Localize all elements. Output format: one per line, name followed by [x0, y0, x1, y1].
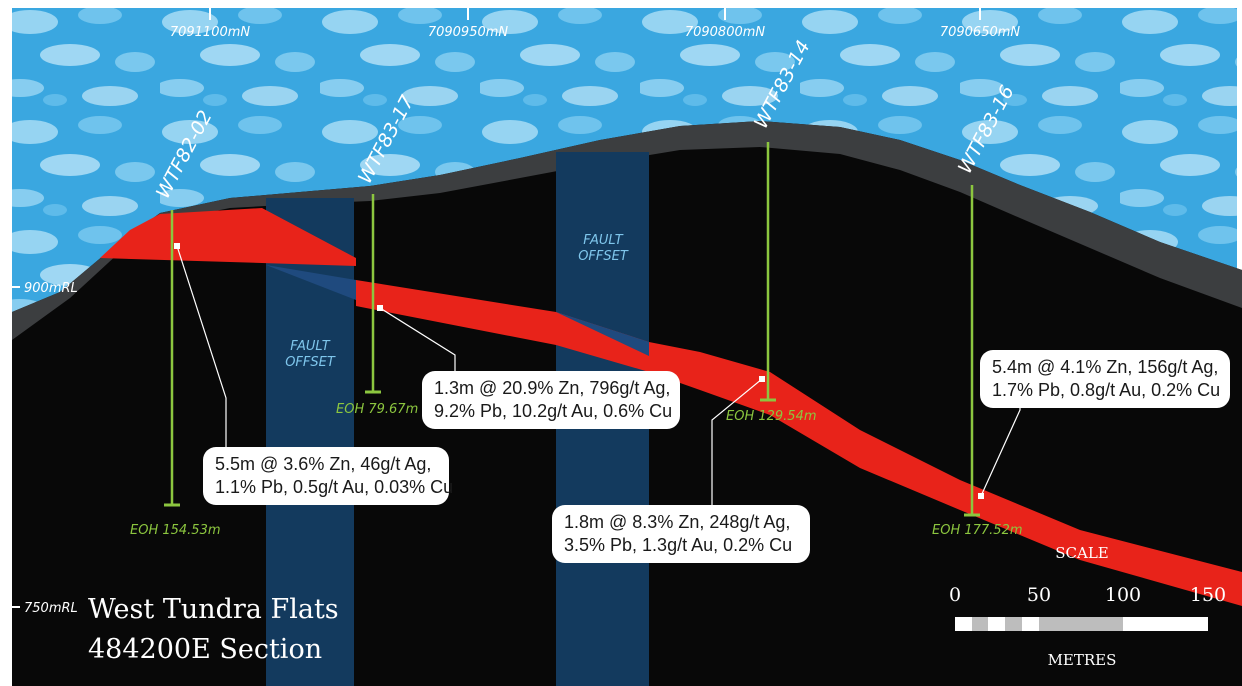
intercept-callout-3: 1.8m @ 8.3% Zn, 248g/t Ag, 3.5% Pb, 1.3g…	[552, 505, 810, 563]
northing-axis: 7091100mN 7090950mN 7090800mN 7090650mN	[170, 8, 1021, 40]
drill-hole-eoh-2: EOH 79.67m	[336, 402, 418, 417]
intercept-callout-2-line2: 9.2% Pb, 10.2g/t Au, 0.6% Cu	[434, 401, 673, 421]
section-title-line1: West Tundra Flats	[88, 594, 339, 625]
intercept-marker-3	[759, 376, 765, 382]
fault-label-right-line2: OFFSET	[578, 249, 629, 264]
intercept-callout-3-line1: 1.8m @ 8.3% Zn, 248g/t Ag,	[564, 512, 791, 532]
elevation-900-marker: 900mRL	[8, 281, 78, 296]
orebody-offset-shadow-2	[556, 312, 649, 356]
intercept-callout-1: 5.5m @ 3.6% Zn, 46g/t Ag, 1.1% Pb, 0.5g/…	[203, 447, 454, 505]
scale-unit: METRES	[1048, 651, 1117, 669]
northing-label-1: 7091100mN	[170, 25, 251, 40]
section-title-line2: 484200E Section	[88, 634, 322, 665]
intercept-callout-4-line1: 5.4m @ 4.1% Zn, 156g/t Ag,	[992, 357, 1219, 377]
elevation-750-marker: 750mRL	[8, 601, 78, 616]
scale-tick-50: 50	[1027, 584, 1051, 606]
fault-label-left-line1: FAULT	[290, 339, 330, 354]
elevation-750-label: 750mRL	[24, 601, 78, 616]
intercept-callout-4-line2: 1.7% Pb, 0.8g/t Au, 0.2% Cu	[992, 380, 1221, 400]
intercept-callout-1-line2: 1.1% Pb, 0.5g/t Au, 0.03% Cu	[215, 477, 454, 497]
elevation-900-label: 900mRL	[24, 281, 78, 296]
fault-label-left-line2: OFFSET	[285, 355, 336, 370]
scale-bar: SCALE 0 50 100 150 METRES	[949, 544, 1226, 669]
scale-tick-100: 100	[1105, 584, 1141, 606]
orebody-offset-shadow	[266, 265, 356, 300]
fault-label-right-line1: FAULT	[583, 233, 623, 248]
scale-tick-150: 150	[1190, 584, 1226, 606]
intercept-callout-2-line1: 1.3m @ 20.9% Zn, 796g/t Ag,	[434, 378, 671, 398]
drill-hole-eoh-3: EOH 129.54m	[726, 409, 817, 424]
northing-label-4: 7090650mN	[940, 25, 1021, 40]
scale-tick-0: 0	[949, 584, 961, 606]
drill-hole-eoh-1: EOH 154.53m	[130, 523, 221, 538]
intercept-callout-3-line2: 3.5% Pb, 1.3g/t Au, 0.2% Cu	[564, 535, 793, 555]
northing-label-3: 7090800mN	[685, 25, 766, 40]
intercept-marker-4	[978, 493, 984, 499]
intercept-marker-2	[377, 305, 383, 311]
intercept-callout-4: 5.4m @ 4.1% Zn, 156g/t Ag, 1.7% Pb, 0.8g…	[980, 350, 1230, 408]
intercept-callout-2: 1.3m @ 20.9% Zn, 796g/t Ag, 9.2% Pb, 10.…	[422, 371, 680, 429]
orebody-main	[356, 280, 1242, 606]
orebody-shallow	[100, 208, 356, 266]
scale-heading: SCALE	[1055, 544, 1109, 562]
drill-hole-eoh-4: EOH 177.52m	[932, 523, 1023, 538]
intercept-callout-1-line1: 5.5m @ 3.6% Zn, 46g/t Ag,	[215, 454, 432, 474]
surface-layer	[12, 121, 1242, 340]
northing-label-2: 7090950mN	[428, 25, 509, 40]
intercept-marker-1	[174, 243, 180, 249]
